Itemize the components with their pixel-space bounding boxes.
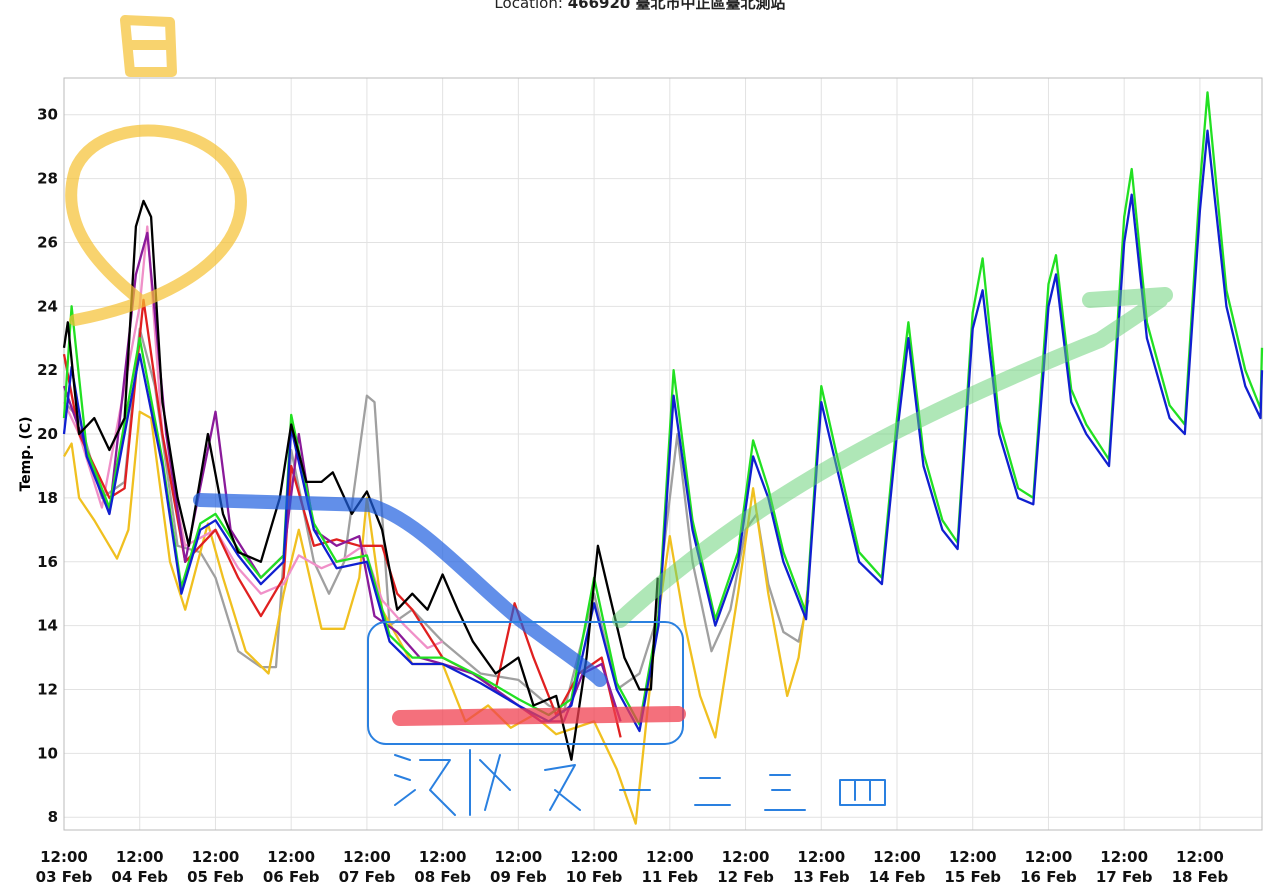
y-tick-label: 8: [48, 808, 58, 826]
title-station: 466920 臺北市中正區臺北測站: [567, 0, 786, 12]
x-tick-time: 12:00: [343, 848, 391, 866]
plot-frame: [63, 77, 1263, 831]
yellow-circle-annotation: [65, 124, 247, 326]
series-line-grey: [63, 327, 810, 714]
y-tick-label: 22: [37, 361, 58, 379]
x-tick-time: 12:00: [646, 848, 694, 866]
x-tick-date: 03 Feb: [36, 868, 93, 886]
blue-handwriting-annotation: [394, 749, 886, 816]
x-tick-date: 14 Feb: [869, 868, 926, 886]
x-tick-date: 06 Feb: [263, 868, 320, 886]
green-arrow-annotation: [612, 287, 1173, 628]
series-line-red: [62, 298, 622, 738]
x-tick-date: 05 Feb: [187, 868, 244, 886]
y-tick-label: 12: [37, 680, 58, 698]
y-tick-label: 30: [37, 106, 58, 124]
blue-arrow-annotation: [193, 493, 607, 687]
tick-labels: 8 10 12 14 16 18 20 22 24 26 28 30 12:00 03 Feb 12:00 0…: [36, 106, 1229, 886]
x-tick-time: 12:00: [494, 848, 542, 866]
y-tick-label: 20: [37, 425, 58, 443]
x-tick-time: 12:00: [1100, 848, 1148, 866]
x-tick-time: 12:00: [722, 848, 770, 866]
x-tick-date: 04 Feb: [111, 868, 168, 886]
x-tick-date: 16 Feb: [1020, 868, 1077, 886]
x-tick-date: 15 Feb: [944, 868, 1001, 886]
x-tick-date: 18 Feb: [1172, 868, 1229, 886]
chart-title: Location: 466920 臺北市中正區臺北測站: [0, 0, 1280, 13]
x-tick-date: 10 Feb: [566, 868, 623, 886]
x-tick-time: 12:00: [419, 848, 467, 866]
x-tick-time: 12:00: [1025, 848, 1073, 866]
x-tick-date: 08 Feb: [414, 868, 471, 886]
blue-box-annotation: [367, 621, 684, 745]
x-tick-time: 12:00: [267, 848, 315, 866]
x-tick-time: 12:00: [570, 848, 618, 866]
x-tick-date: 11 Feb: [641, 868, 698, 886]
x-tick-date: 07 Feb: [339, 868, 396, 886]
series-line-black: [62, 199, 659, 761]
x-tick-date: 17 Feb: [1096, 868, 1153, 886]
x-tick-time: 12:00: [40, 848, 88, 866]
x-tick-time: 12:00: [797, 848, 845, 866]
x-tick-time: 12:00: [873, 848, 921, 866]
y-tick-label: 28: [37, 170, 58, 188]
y-tick-label: 26: [37, 233, 58, 251]
y-tick-label: 14: [37, 617, 58, 635]
x-tick-time: 12:00: [1176, 848, 1224, 866]
y-axis-label: Temp. (C): [18, 416, 34, 491]
x-tick-time: 12:00: [116, 848, 164, 866]
handwritten-annotations: [65, 15, 1173, 816]
x-tick-date: 12 Feb: [717, 868, 774, 886]
red-bar-annotation: [392, 706, 686, 726]
series-line-yellow: [63, 410, 810, 825]
x-tick-time: 12:00: [192, 848, 240, 866]
y-tick-label: 18: [37, 489, 58, 507]
y-tick-label: 10: [37, 744, 58, 762]
grid: [63, 78, 1262, 830]
x-tick-time: 12:00: [949, 848, 997, 866]
y-tick-label: 16: [37, 553, 58, 571]
x-tick-date: 09 Feb: [490, 868, 547, 886]
x-tick-date: 13 Feb: [793, 868, 850, 886]
y-tick-label: 24: [37, 297, 58, 315]
yellow-mark-annotation: [120, 15, 177, 77]
title-prefix: Location:: [494, 0, 563, 12]
